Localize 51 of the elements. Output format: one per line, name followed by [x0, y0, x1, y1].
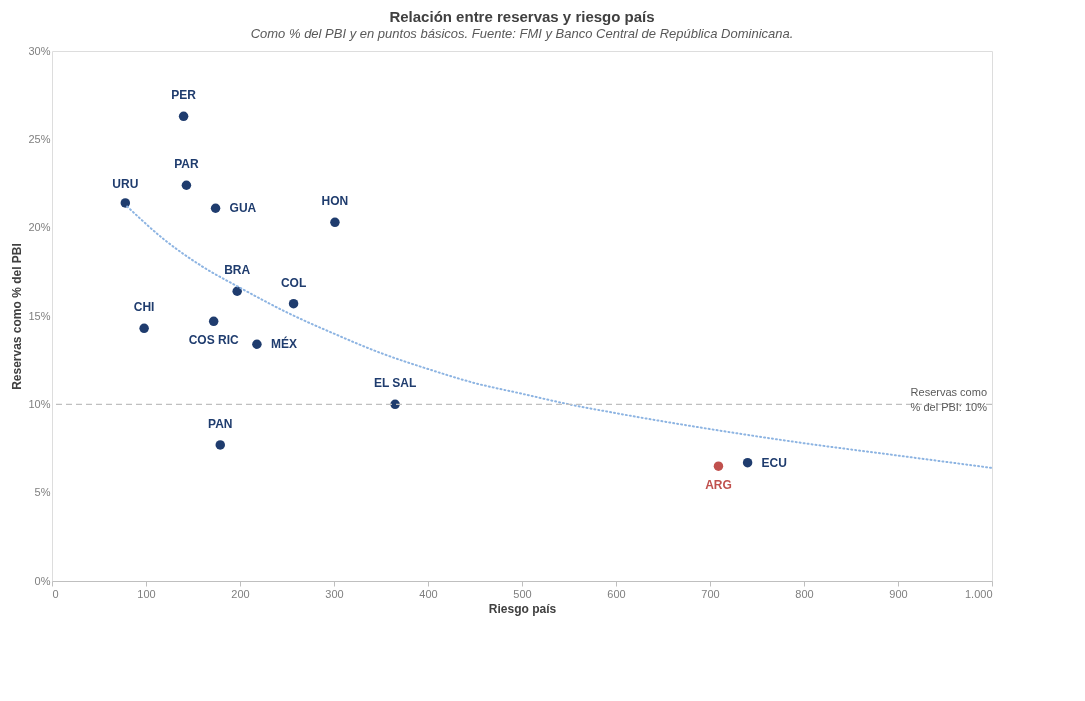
annotation: PAR [174, 157, 199, 172]
annotation: COL [280, 275, 307, 290]
point [232, 286, 242, 296]
x-tick-label: 100 [137, 587, 156, 600]
x-tick-label: 500 [513, 587, 532, 600]
y-tick-label: 10% [28, 397, 51, 410]
annotation: ARG [705, 478, 732, 493]
annotation: ECU [761, 455, 787, 470]
y-tick-label: 5% [34, 486, 51, 499]
point [713, 461, 724, 471]
point [390, 399, 400, 410]
ref-line-label: Reservas como % del PBI: 10% [910, 386, 988, 414]
x-tick-label: 300 [325, 587, 344, 600]
point [120, 198, 131, 208]
x-tick-label: 1.000 [964, 587, 993, 600]
annotation: HON [321, 194, 349, 209]
y-tick-label: 20% [28, 221, 51, 234]
annotation: PER [171, 88, 197, 103]
annotation: GUA [229, 201, 257, 216]
x-tick-label: 900 [889, 587, 908, 600]
x-tick-label: 800 [795, 587, 814, 600]
x-axis-title: Riesgo país [488, 601, 557, 616]
y-tick-label: 25% [28, 132, 51, 145]
annotation: BRA [224, 263, 251, 278]
x-tick-label: 600 [607, 587, 626, 600]
y-axis-title: Reservas como % del PBI [10, 243, 25, 390]
y-tick-label: 15% [28, 309, 51, 322]
point [215, 440, 225, 450]
x-tick-label: 200 [231, 587, 250, 600]
annotation: URU [112, 176, 139, 191]
annotation: EL SAL [373, 376, 417, 391]
annotation: PAN [208, 416, 233, 431]
y-tick-label: 30% [28, 44, 51, 57]
annotation: CHI [133, 300, 155, 315]
point [252, 339, 262, 349]
point [139, 323, 149, 334]
y-tick-label: 0% [34, 574, 51, 587]
annotation: MÉX [270, 336, 297, 352]
point [742, 457, 753, 468]
point [288, 298, 299, 309]
chart-subtitle: Como % del PBI y en puntos básicos. Fuente: FMI y Banco Central de República Dominicana. [250, 26, 794, 41]
point [210, 203, 221, 213]
x-tick-label: 0 [52, 587, 59, 600]
point [178, 111, 189, 122]
point [208, 316, 219, 327]
annotation: COS RIC [188, 333, 240, 348]
point [181, 180, 192, 190]
x-tick-label: 700 [701, 587, 720, 600]
chart-title: Relación entre reservas y riesgo país [389, 8, 655, 25]
point [330, 217, 340, 228]
x-tick-label: 400 [419, 587, 438, 600]
